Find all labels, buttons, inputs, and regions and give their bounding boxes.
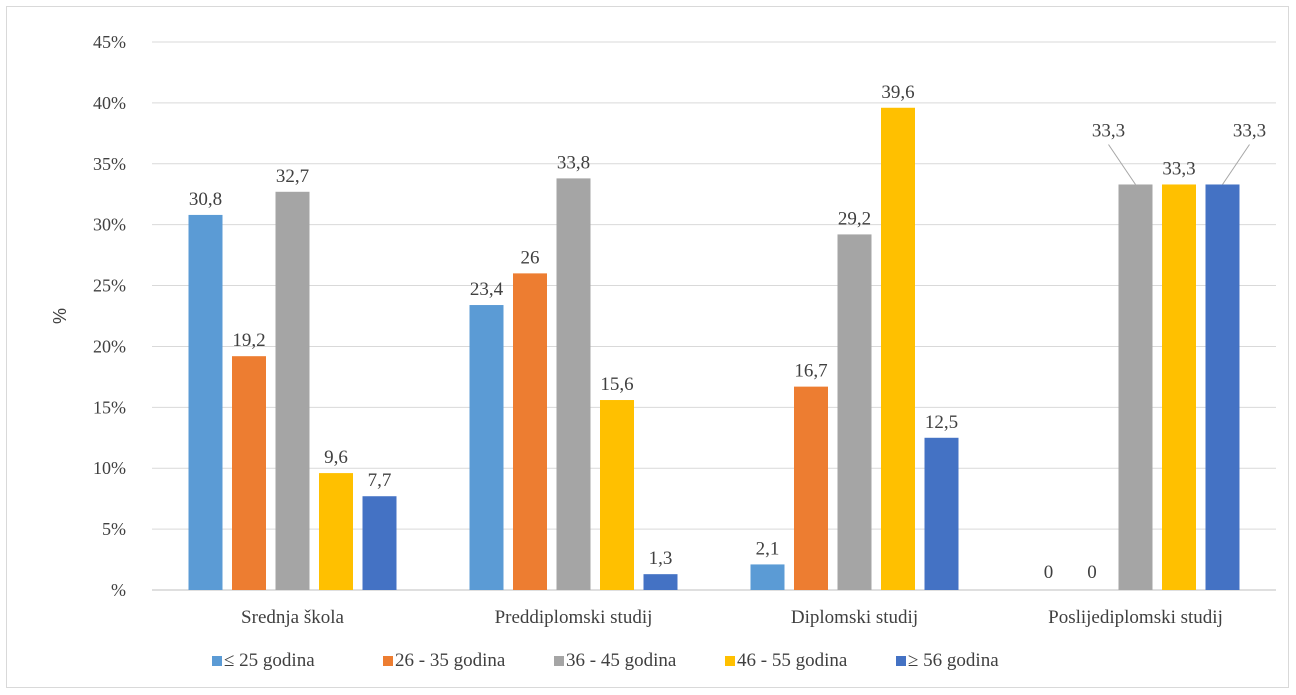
legend-label: 36 - 45 godina — [566, 650, 677, 671]
bar — [643, 574, 678, 590]
y-tick-label: 15% — [93, 397, 126, 417]
data-label: 16,7 — [794, 361, 827, 382]
bar — [188, 214, 223, 590]
bar — [362, 496, 397, 590]
legend-swatch — [554, 656, 564, 666]
bar — [881, 107, 915, 590]
bar — [232, 356, 266, 590]
x-tick-label: Poslijediplomski studij — [1048, 607, 1223, 628]
bar — [469, 305, 504, 590]
legend-swatch — [383, 656, 393, 666]
bar — [319, 473, 353, 590]
data-label: 2,1 — [756, 538, 780, 559]
data-label: 0 — [1044, 562, 1054, 583]
data-label: 30,8 — [189, 189, 222, 210]
data-label: 32,7 — [276, 166, 309, 187]
legend-label: 46 - 55 godina — [737, 650, 848, 671]
data-label: 33,3 — [1233, 120, 1266, 141]
y-tick-label: 10% — [93, 458, 126, 478]
data-label: 0 — [1087, 562, 1097, 583]
data-label: 12,5 — [925, 412, 958, 433]
data-label: 39,6 — [881, 82, 914, 103]
bar — [513, 273, 547, 590]
legend-swatch — [896, 656, 906, 666]
data-label: 33,3 — [1092, 120, 1125, 141]
data-label: 1,3 — [649, 548, 673, 569]
legend-label: ≤ 25 godina — [224, 650, 315, 671]
data-label: 7,7 — [368, 470, 392, 491]
y-tick-label: 30% — [93, 215, 126, 235]
x-tick-label: Diplomski studij — [791, 607, 918, 628]
bar — [556, 178, 591, 590]
data-label-leader-line — [1222, 144, 1250, 185]
legend-swatch — [212, 656, 222, 666]
bar — [924, 437, 959, 590]
bar — [600, 400, 634, 590]
bar — [1162, 184, 1196, 591]
data-label: 15,6 — [600, 374, 633, 395]
bar — [1205, 184, 1240, 591]
legend-swatch — [725, 656, 735, 666]
data-label: 33,3 — [1162, 158, 1195, 179]
bar — [837, 234, 872, 591]
data-label: 19,2 — [232, 330, 265, 351]
legend-label: 26 - 35 godina — [395, 650, 506, 671]
y-tick-label: 45% — [93, 32, 126, 52]
y-tick-label: 25% — [93, 276, 126, 296]
x-tick-label: Srednja škola — [241, 607, 344, 628]
data-label: 26 — [521, 247, 540, 268]
y-tick-label: 35% — [93, 154, 126, 174]
bar — [1118, 184, 1153, 591]
legend-label: ≥ 56 godina — [908, 650, 999, 671]
data-label: 9,6 — [324, 447, 348, 468]
data-label: 33,8 — [557, 152, 590, 173]
y-tick-label: 5% — [102, 519, 126, 539]
bar — [750, 564, 785, 590]
y-tick-label: % — [111, 580, 126, 600]
y-tick-label: 40% — [93, 93, 126, 113]
data-label: 23,4 — [470, 279, 504, 300]
y-axis-label: % — [50, 308, 70, 324]
y-tick-label: 20% — [93, 336, 126, 356]
x-tick-label: Preddiplomski studij — [495, 607, 653, 628]
bar — [275, 191, 310, 590]
data-label: 29,2 — [838, 208, 871, 229]
data-label-leader-line — [1108, 144, 1136, 185]
bar — [794, 386, 828, 590]
